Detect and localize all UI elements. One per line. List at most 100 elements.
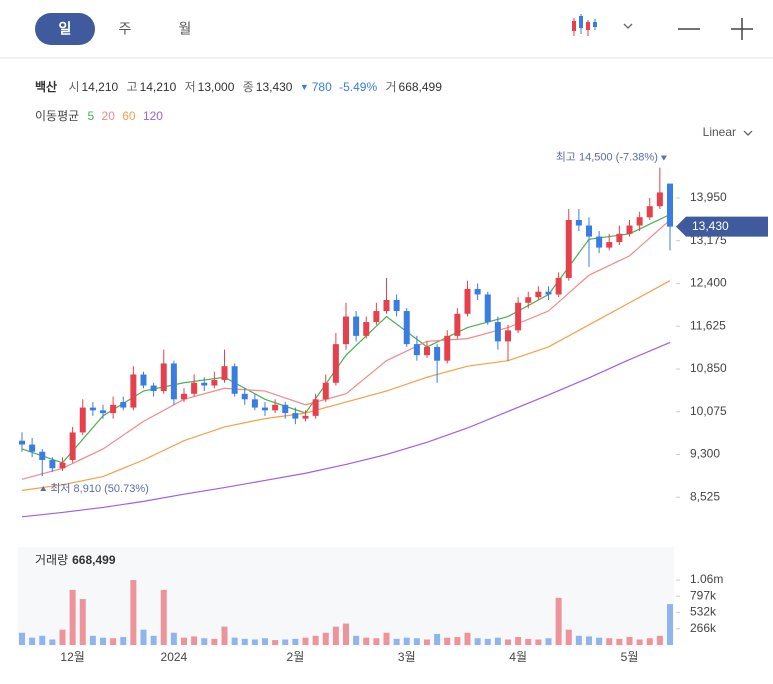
candle-body [100,410,106,414]
x-tick-label: 5월 [621,650,639,664]
current-price-tag [676,216,768,237]
volume-bar [201,638,208,645]
volume-bar [221,626,228,645]
volume-bar [373,638,380,645]
candle-body [170,363,177,400]
candle-body [89,407,96,411]
zoom-in[interactable] [731,18,753,40]
volume-bar [191,636,198,645]
y-tick-label: 1.06m [690,572,723,586]
volume-bar [211,638,218,645]
candle-body [191,382,198,394]
volume-bar [49,639,56,645]
candle-body [282,404,289,414]
scale-mode[interactable]: Linear [703,125,736,139]
volume-bar [160,589,167,645]
volume-bar [100,637,106,645]
candle-body [322,382,329,400]
moving-average [21,280,671,491]
candle-body [616,233,623,243]
candle-body [272,404,279,411]
candle-body [373,311,380,323]
candle-body [403,311,410,345]
volume-bar [565,629,572,645]
volume-bar [322,632,329,645]
volume-bar [494,637,501,645]
candle-body [484,294,491,323]
volume-bar [525,638,532,645]
volume-bar [667,604,673,645]
moving-average [21,219,671,480]
volume-bar [606,638,613,645]
volume-bar [474,638,481,645]
candle-body [332,344,339,383]
volume-title: 거래량 668,499 [35,553,116,567]
candle-body [251,399,258,408]
volume-bar [39,635,46,645]
candle-body [120,402,127,408]
volume-bar [505,639,511,645]
volume-bar [150,635,157,645]
tab[interactable]: 주 [119,21,132,37]
stock-info: 백산 시 14,210 고 14,210 저 13,000 종 13,430 ▼ 780 … [35,79,442,94]
candle-body [353,316,360,336]
candle-body [29,444,36,452]
candle-body [626,225,633,234]
volume-bar [555,597,562,645]
y-tick-label: 532k [690,605,717,619]
candle-body [555,277,562,295]
candle-body [505,330,511,342]
chart-type-button[interactable] [572,14,633,36]
y-tick-label: 12,400 [690,276,727,290]
volume-bar [575,635,582,645]
candle-body [454,313,461,336]
x-tick-label: 3월 [398,650,416,664]
y-tick-label: 9,300 [690,447,720,461]
volume-bar [343,623,349,645]
candle-body [424,346,430,356]
candle-body [545,291,552,295]
volume-bar [464,632,471,645]
y-tick-label: 8,525 [690,489,720,503]
candle-body [444,335,451,361]
ma-legend: 이동평균 5 20 60 120 [35,109,163,123]
high-annotation: 최고 14,500 (-7.38%) [556,150,658,163]
candle-body [656,192,663,207]
candle-body [667,183,673,227]
volume-bar [403,637,410,645]
candle-body [606,242,613,248]
candle-body [292,413,299,419]
volume-bar [231,637,238,645]
y-tick-label: 797k [690,588,717,602]
candle-body [474,288,481,295]
active-tab-bg[interactable] [35,13,95,45]
candle-body [393,300,400,312]
x-tick-label: 12월 [60,650,84,664]
candle-body [79,407,86,433]
x-tick-label: 2월 [287,650,305,664]
volume-bar [535,639,542,645]
candle-body [302,415,309,419]
candle-body [211,380,218,386]
volume-bar [353,635,360,645]
candle-body [596,236,603,248]
tab[interactable]: 월 [179,21,192,37]
y-tick-label: 11,625 [690,318,726,332]
tab[interactable]: 일 [59,21,72,37]
candle-body [130,374,137,408]
y-tick-label: 266k [690,621,717,635]
volume-bar [363,637,370,645]
volume-bar [69,589,76,645]
volume-bar [120,637,127,645]
volume-bar [251,639,258,645]
volume-bar [332,626,339,645]
scale-mode-arrow[interactable] [743,130,753,136]
candle-body [646,206,653,218]
current-price-label: 13,430 [692,219,729,233]
volume-bar [181,637,187,645]
candle-body [363,322,370,336]
candle-body [464,288,471,314]
candle-body [110,404,117,414]
volume-bar [19,632,25,645]
